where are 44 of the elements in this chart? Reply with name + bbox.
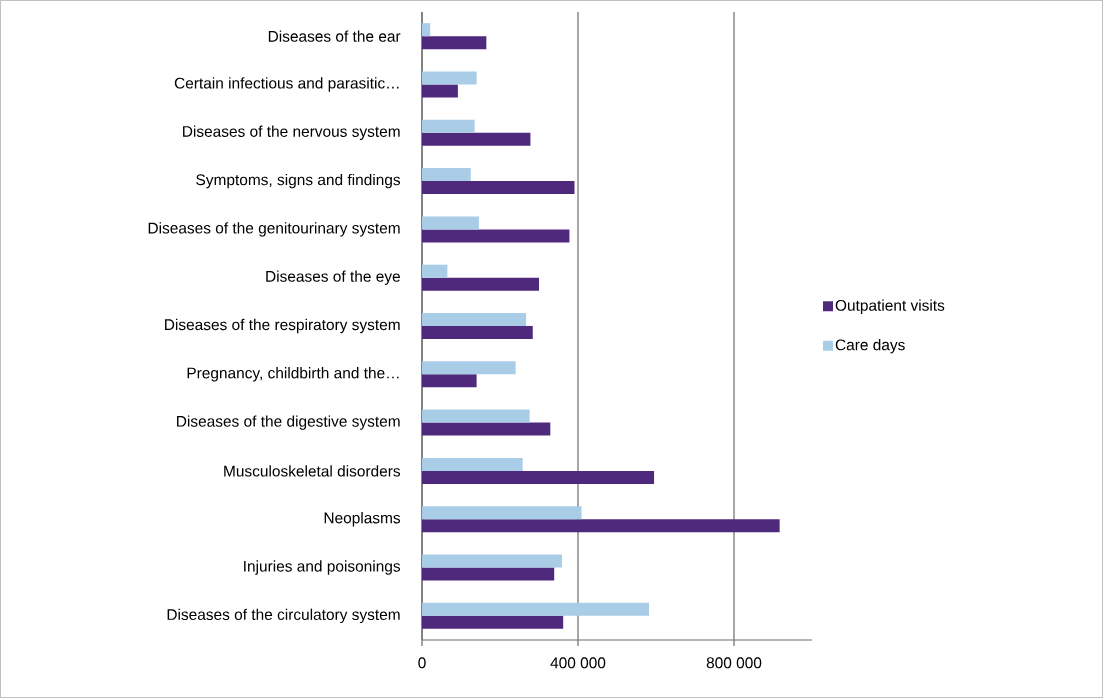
bar: [422, 615, 564, 629]
y-tick-label: Diseases of the nervous system: [183, 125, 400, 140]
bar: [422, 84, 458, 98]
y-tick-label: Diseases of the eye: [266, 270, 400, 285]
bar: [422, 313, 527, 326]
x-tick-label: 800 000: [706, 657, 762, 669]
x-tick-label: 400 000: [550, 657, 606, 669]
bar: [422, 216, 479, 230]
bar: [422, 264, 448, 278]
bar: [422, 181, 575, 195]
y-tick-label: Diseases of the respiratory system: [165, 318, 400, 334]
bar: [422, 554, 563, 568]
bar: [422, 519, 780, 533]
y-tick-label: Diseases of the circulatory system: [167, 608, 400, 624]
bar: [422, 422, 551, 436]
y-tick-label: Musculoskeletal disorders: [224, 465, 401, 477]
y-tick-label: Certain infectious and parasitic…: [174, 77, 399, 92]
bar: [422, 36, 487, 50]
bar: [422, 506, 582, 520]
bar: [422, 71, 477, 85]
bar: [422, 470, 655, 484]
bar: [422, 277, 539, 291]
bar: [422, 602, 649, 616]
x-tick-label: 0: [418, 657, 426, 669]
bar: [422, 119, 475, 133]
bar: [422, 361, 516, 375]
y-tick-label: Diseases of the digestive system: [177, 415, 400, 430]
bar: [422, 457, 523, 471]
bar: [422, 326, 533, 339]
bar: [422, 409, 530, 423]
y-tick-label: Pregnancy, childbirth and the…: [187, 367, 399, 382]
legend-label: Care days: [835, 339, 905, 354]
bar: [422, 23, 431, 37]
bar: [422, 567, 555, 581]
bar: [422, 229, 570, 243]
bar: [422, 168, 471, 182]
bar: [422, 132, 531, 146]
y-tick-label: Symptoms, signs and findings: [196, 173, 401, 189]
bar: [422, 374, 477, 388]
y-tick-label: Injuries and poisonings: [244, 560, 401, 575]
y-tick-label: Diseases of the ear: [268, 30, 401, 42]
y-tick-label: Diseases of the genitourinary system: [148, 222, 400, 237]
y-tick-label: Neoplasms: [324, 512, 401, 527]
legend-label: Outpatient visits: [835, 299, 945, 314]
